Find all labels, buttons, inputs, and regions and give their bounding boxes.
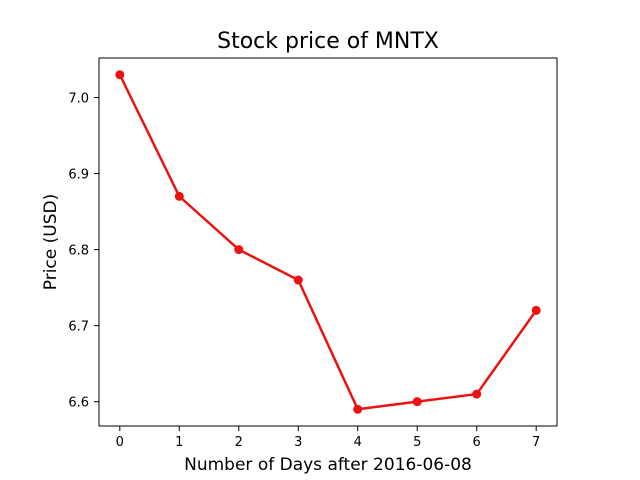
x-tick-label: 3 [294, 435, 302, 450]
data-point [115, 70, 125, 80]
y-axis: 6.6 6.7 6.8 6.9 7.0 [68, 92, 99, 411]
chart-title: Stock price of MNTX [217, 29, 439, 54]
y-tick-label: 7.0 [68, 92, 89, 107]
y-tick-label: 6.9 [68, 168, 89, 183]
x-tick-label: 1 [175, 435, 183, 450]
x-axis: 0 1 2 3 4 5 6 7 [116, 426, 540, 450]
x-axis-label: Number of Days after 2016-06-08 [184, 455, 472, 475]
plot-area [98, 57, 558, 427]
data-point [531, 305, 541, 315]
y-tick-label: 6.7 [68, 320, 89, 335]
data-point [353, 404, 363, 414]
y-axis-label: Price (USD) [41, 194, 61, 290]
x-tick-label: 5 [413, 435, 421, 450]
series-line [118, 74, 538, 411]
x-tick-label: 4 [354, 435, 362, 450]
data-point [293, 275, 303, 285]
x-tick-label: 2 [235, 435, 243, 450]
data-point [472, 389, 482, 399]
data-point [412, 397, 422, 407]
x-tick-label: 6 [473, 435, 481, 450]
series-layer [115, 70, 541, 414]
y-tick-label: 6.8 [68, 244, 89, 259]
y-tick-label: 6.6 [68, 396, 89, 411]
data-point [174, 191, 184, 201]
data-point [234, 245, 244, 255]
x-tick-label: 7 [532, 435, 540, 450]
x-tick-label: 0 [116, 435, 124, 450]
